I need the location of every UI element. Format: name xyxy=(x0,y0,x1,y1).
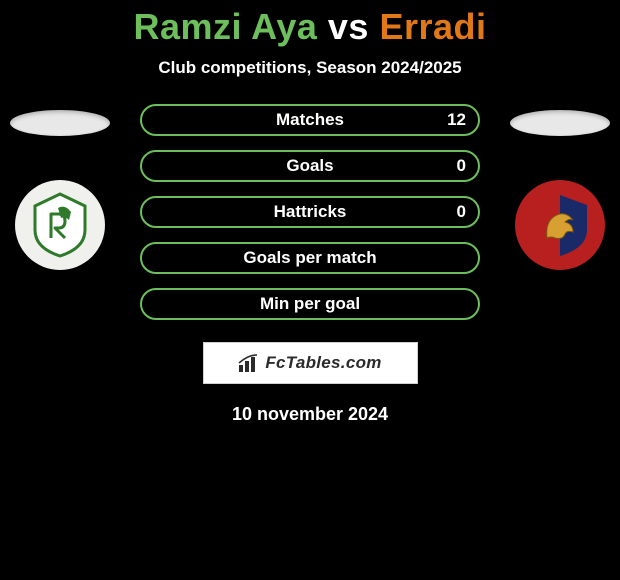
subtitle: Club competitions, Season 2024/2025 xyxy=(0,58,620,78)
stat-label: Min per goal xyxy=(260,294,360,314)
crest-left-icon xyxy=(25,190,95,260)
stat-rows: Matches 12 Goals 0 Hattricks 0 Goals per match… xyxy=(140,104,480,320)
bars-icon xyxy=(238,353,260,373)
team-left xyxy=(0,104,120,270)
stat-row: Goals per match xyxy=(140,242,480,274)
title-player2: Erradi xyxy=(379,6,486,47)
player-slot-left xyxy=(10,110,110,136)
stat-label: Goals xyxy=(286,156,333,176)
brand-box[interactable]: FcTables.com xyxy=(203,342,418,384)
comparison-arena: Matches 12 Goals 0 Hattricks 0 Goals per match… xyxy=(0,104,620,320)
stat-row: Hattricks 0 xyxy=(140,196,480,228)
stat-row: Min per goal xyxy=(140,288,480,320)
stat-row: Goals 0 xyxy=(140,150,480,182)
stat-label: Hattricks xyxy=(274,202,347,222)
stat-row: Matches 12 xyxy=(140,104,480,136)
title-player1: Ramzi Aya xyxy=(133,6,317,47)
page-title: Ramzi Aya vs Erradi xyxy=(0,0,620,48)
crest-right-icon xyxy=(525,190,595,260)
stat-value-right: 0 xyxy=(457,202,466,222)
team-right xyxy=(500,104,620,270)
brand-text: FcTables.com xyxy=(265,353,381,373)
crest-left xyxy=(15,180,105,270)
player-slot-right xyxy=(510,110,610,136)
crest-right xyxy=(515,180,605,270)
title-vs: vs xyxy=(328,6,369,47)
stat-value-right: 12 xyxy=(447,110,466,130)
stat-label: Goals per match xyxy=(243,248,376,268)
stat-label: Matches xyxy=(276,110,344,130)
stat-value-right: 0 xyxy=(457,156,466,176)
date-text: 10 november 2024 xyxy=(0,404,620,425)
